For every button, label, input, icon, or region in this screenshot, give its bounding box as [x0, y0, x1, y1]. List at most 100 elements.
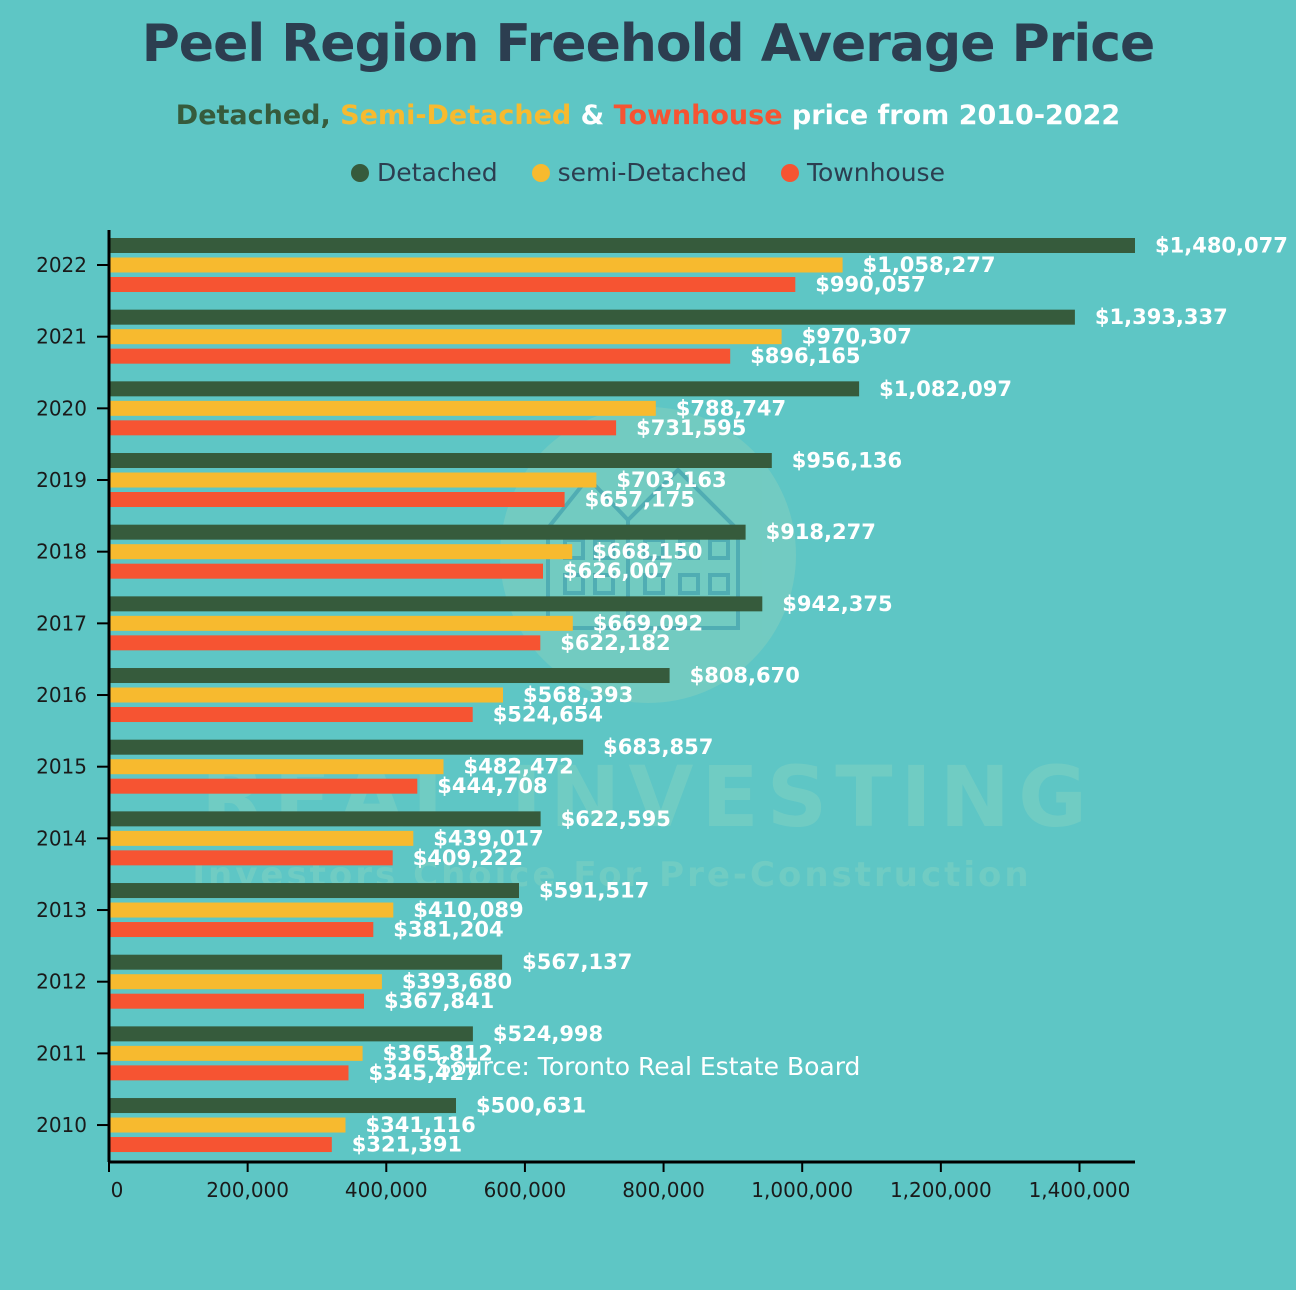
x-tick-label-600000: 600,000 [484, 1178, 567, 1202]
value-label-semi-detached-2014: $439,017 [433, 826, 543, 850]
bar-detached-2013 [109, 883, 519, 899]
bar-townhouse-2010 [109, 1137, 332, 1153]
source-note: Source: Toronto Real Estate Board [435, 1052, 861, 1081]
bar-detached-2011 [109, 1026, 473, 1042]
value-label-detached-2017: $942,375 [782, 592, 892, 616]
value-label-detached-2019: $956,136 [792, 449, 902, 473]
bar-semi-detached-2015 [109, 759, 444, 775]
value-label-semi-detached-2012: $393,680 [402, 970, 512, 994]
value-label-semi-detached-2011: $365,812 [383, 1041, 493, 1065]
bars-layer [109, 238, 1135, 1153]
bar-detached-2018 [109, 524, 746, 540]
bar-semi-detached-2016 [109, 687, 503, 703]
chart-title: Peel Region Freehold Average Price [141, 14, 1156, 74]
bar-townhouse-2016 [109, 707, 473, 723]
value-label-detached-2016: $808,670 [690, 664, 800, 688]
subtitle-detached: Detached, [175, 100, 341, 131]
y-tick-label-2015: 2015 [36, 755, 87, 779]
bar-semi-detached-2018 [109, 544, 573, 560]
value-label-semi-detached-2013: $410,089 [413, 898, 523, 922]
value-label-townhouse-2022: $990,057 [815, 273, 925, 297]
bar-semi-detached-2020 [109, 400, 656, 416]
bar-detached-2019 [109, 453, 772, 469]
value-label-semi-detached-2016: $568,393 [523, 683, 633, 707]
value-label-detached-2020: $1,082,097 [879, 377, 1012, 401]
value-label-townhouse-2010: $321,391 [352, 1133, 462, 1157]
value-label-detached-2015: $683,857 [603, 735, 713, 759]
bar-semi-detached-2019 [109, 472, 597, 488]
value-label-townhouse-2018: $626,007 [563, 559, 673, 583]
x-tick-label-400000: 400,000 [345, 1178, 428, 1202]
bar-detached-2017 [109, 596, 763, 612]
bar-townhouse-2017 [109, 635, 541, 651]
y-tick-label-2019: 2019 [36, 468, 87, 492]
value-label-townhouse-2017: $622,182 [560, 631, 670, 655]
legend-dot-semi-detached [531, 163, 550, 182]
value-label-townhouse-2019: $657,175 [585, 488, 695, 512]
y-tick-label-2018: 2018 [36, 540, 87, 564]
value-label-townhouse-2012: $367,841 [384, 989, 494, 1013]
subtitle-rest: price from 2010-2022 [782, 100, 1121, 131]
bar-townhouse-2012 [109, 993, 364, 1009]
x-tick-label-0: 0 [111, 1178, 124, 1202]
legend-item-detached: Detached [351, 158, 498, 187]
value-label-detached-2021: $1,393,337 [1095, 305, 1228, 329]
value-label-semi-detached-2022: $1,058,277 [863, 253, 996, 277]
bar-townhouse-2021 [109, 348, 731, 364]
y-tick-label-2013: 2013 [36, 898, 87, 922]
bar-semi-detached-2014 [109, 830, 414, 846]
bar-townhouse-2020 [109, 420, 617, 436]
x-tick-label-200000: 200,000 [206, 1178, 289, 1202]
bar-semi-detached-2021 [109, 329, 782, 345]
value-label-detached-2014: $622,595 [561, 807, 671, 831]
bar-semi-detached-2012 [109, 974, 382, 990]
bar-detached-2015 [109, 739, 584, 755]
value-label-townhouse-2016: $524,654 [493, 703, 603, 727]
chart-legend: Detached semi-Detached Townhouse [0, 158, 1296, 187]
bar-semi-detached-2017 [109, 615, 573, 631]
value-label-semi-detached-2010: $341,116 [366, 1113, 476, 1137]
x-tick-label-1000000: 1,000,000 [751, 1178, 853, 1202]
bar-detached-2021 [109, 309, 1075, 325]
bar-townhouse-2015 [109, 778, 418, 794]
legend-label-semi-detached: semi-Detached [557, 158, 747, 187]
value-label-townhouse-2021: $896,165 [750, 344, 860, 368]
bar-detached-2020 [109, 381, 860, 397]
y-tick-label-2010: 2010 [36, 1113, 87, 1137]
value-label-detached-2022: $1,480,077 [1155, 234, 1288, 258]
bar-townhouse-2022 [109, 277, 796, 292]
value-label-semi-detached-2015: $482,472 [464, 755, 574, 779]
value-labels-layer: $1,480,077 $1,058,277$990,057 $1,393,337 $9… [352, 234, 1288, 1157]
bar-townhouse-2013 [109, 922, 374, 938]
y-tick-label-2016: 2016 [36, 683, 87, 707]
bar-townhouse-2011 [109, 1065, 349, 1081]
value-label-semi-detached-2019: $703,163 [616, 468, 726, 492]
value-label-semi-detached-2017: $669,092 [593, 611, 703, 635]
bar-semi-detached-2010 [109, 1117, 346, 1133]
legend-item-semi-detached: semi-Detached [531, 158, 747, 187]
value-label-detached-2012: $567,137 [522, 950, 632, 974]
y-tick-label-2011: 2011 [36, 1041, 87, 1065]
legend-label-detached: Detached [377, 158, 498, 187]
value-label-townhouse-2011: $345,427 [369, 1061, 479, 1085]
bar-townhouse-2014 [109, 850, 393, 866]
bar-detached-2010 [109, 1098, 456, 1114]
legend-item-townhouse: Townhouse [780, 158, 945, 187]
x-tick-label-1200000: 1,200,000 [890, 1178, 992, 1202]
bar-detached-2022 [109, 238, 1135, 253]
value-label-detached-2018: $918,277 [766, 520, 876, 544]
chart-subtitle: Detached, Semi-Detached & Townhouse pric… [0, 100, 1296, 131]
bar-townhouse-2019 [109, 492, 565, 508]
bar-semi-detached-2022 [109, 257, 843, 273]
y-tick-label-2012: 2012 [36, 970, 87, 994]
bar-semi-detached-2013 [109, 902, 394, 918]
legend-dot-townhouse [780, 163, 799, 182]
value-label-detached-2010: $500,631 [476, 1094, 586, 1118]
value-label-townhouse-2015: $444,708 [437, 774, 547, 798]
value-label-townhouse-2020: $731,595 [636, 416, 746, 440]
value-label-detached-2013: $591,517 [539, 879, 649, 903]
value-label-semi-detached-2018: $668,150 [592, 540, 702, 564]
value-label-townhouse-2013: $381,204 [393, 918, 503, 942]
y-tick-label-2022: 2022 [36, 253, 87, 277]
